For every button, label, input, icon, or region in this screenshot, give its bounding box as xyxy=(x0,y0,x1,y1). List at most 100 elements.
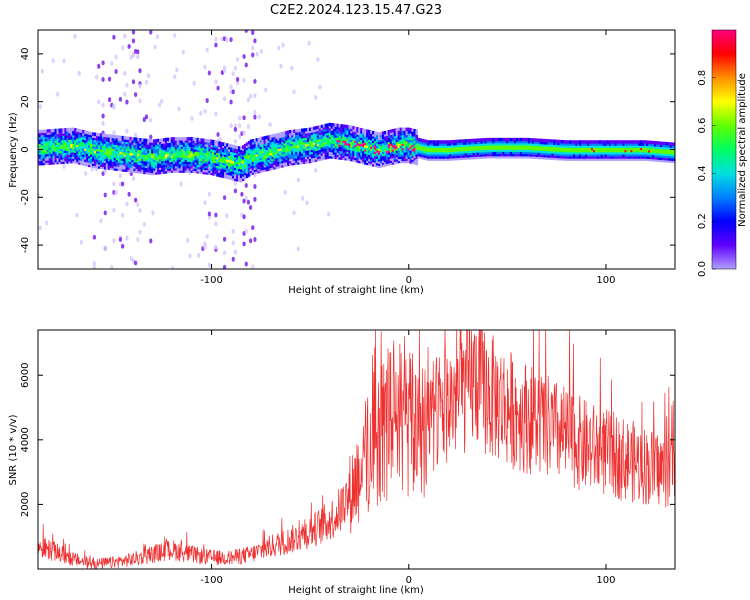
spectrogram-cell xyxy=(403,149,407,153)
spectrogram-cell xyxy=(310,152,314,157)
spectrogram-cell xyxy=(93,139,97,143)
spectrogram-cell xyxy=(216,147,219,151)
spectrogram-noise-cell xyxy=(112,181,116,187)
spectrogram-cell xyxy=(458,152,462,156)
spectrogram-cell xyxy=(581,142,584,146)
spectrogram-cell xyxy=(563,148,566,153)
spectrogram-cell xyxy=(92,151,95,156)
spectrogram-cell xyxy=(139,146,142,151)
spectrogram-cell xyxy=(458,143,462,148)
spectrogram-cell xyxy=(101,142,105,146)
spectrogram-cell xyxy=(397,153,401,157)
spectrogram-cell xyxy=(415,148,419,153)
spectrogram-cell xyxy=(381,150,385,155)
spectrogram-cell xyxy=(301,152,304,156)
spectrogram-cell xyxy=(368,162,371,166)
spectrogram-cell xyxy=(82,132,85,136)
spectrogram-cell xyxy=(188,169,192,173)
spectrogram-cell xyxy=(387,140,391,145)
spectrogram-cell xyxy=(348,129,351,133)
spectrogram-cell xyxy=(143,138,146,142)
spectrogram-cell xyxy=(285,163,288,167)
spectrogram-cell xyxy=(383,130,387,135)
spectrogram-cell xyxy=(352,141,355,145)
spectrogram-cell xyxy=(178,156,182,160)
spectrogram-cell xyxy=(308,127,312,131)
spectrogram-cell xyxy=(143,166,146,170)
spectrogram-cell xyxy=(592,148,596,153)
spectrogram-cell xyxy=(555,139,559,144)
spectrogram-cell xyxy=(163,157,166,161)
spectrogram-cell xyxy=(500,144,503,148)
spectrogram-cell xyxy=(113,152,117,156)
spectrogram-cell xyxy=(411,152,415,156)
snr-y-tick-label: 2000 xyxy=(20,492,31,517)
spectrogram-cell xyxy=(346,127,350,131)
spectrogram-cell xyxy=(626,144,630,148)
spectrogram-cell xyxy=(164,170,168,174)
spectrogram-cell xyxy=(101,144,105,148)
spectrogram-cell xyxy=(324,151,328,156)
spectrogram-cell xyxy=(480,138,484,142)
spectrogram-cell xyxy=(257,148,261,152)
spectrogram-cell xyxy=(188,167,192,171)
spectrogram-cell xyxy=(602,146,606,151)
spectrogram-cell xyxy=(403,159,407,164)
spectrogram-noise-cell xyxy=(314,167,318,173)
spectrogram-cell xyxy=(243,150,247,154)
spectrogram-cell xyxy=(399,144,403,149)
spectrogram-noise-cell xyxy=(233,188,238,194)
spectrogram-cell xyxy=(103,163,107,168)
spectrogram-cell xyxy=(504,148,507,153)
spectrogram-cell xyxy=(70,155,73,160)
spectrogram-cell xyxy=(243,158,247,163)
spectrogram-cell xyxy=(636,151,639,155)
spectrogram-cell xyxy=(620,144,624,148)
spectrogram-cell xyxy=(557,156,561,161)
spectrogram-cell xyxy=(186,156,190,160)
spectrogram-cell xyxy=(441,146,444,151)
spectrogram-cell xyxy=(569,155,572,159)
spectrogram-cell xyxy=(328,142,332,146)
spectrogram-cell xyxy=(348,133,351,138)
spectrogram-cell xyxy=(299,152,302,156)
spectrogram-cell xyxy=(622,146,626,151)
spectrogram-cell xyxy=(336,128,340,132)
spectrogram-cell xyxy=(261,168,265,173)
spectrogram-cell xyxy=(155,158,158,162)
spectrogram-cell xyxy=(48,154,52,159)
spectrogram-cell xyxy=(117,165,121,169)
spectrogram-cell xyxy=(72,155,75,159)
spectrogram-cell xyxy=(155,169,158,173)
spectrogram-cell xyxy=(458,156,462,161)
spectrogram-cell xyxy=(462,147,466,152)
spectrogram-cell xyxy=(510,142,513,146)
spectrogram-cell xyxy=(155,141,158,145)
spectrogram-cell xyxy=(180,143,184,147)
spectrogram-cell xyxy=(161,168,164,172)
spectrogram-cell xyxy=(338,126,342,130)
spectrogram-cell xyxy=(417,155,421,159)
spectrogram-cell xyxy=(157,153,160,158)
spectrogram-cell xyxy=(381,135,385,140)
spectrogram-noise-cell xyxy=(107,97,112,103)
spectrogram-cell xyxy=(663,143,667,148)
spectrogram-cell xyxy=(348,138,351,142)
spectrogram-cell xyxy=(196,152,200,157)
spectrogram-cell xyxy=(545,156,549,160)
spectrogram-cell xyxy=(184,139,188,143)
spectrogram-cell xyxy=(387,134,391,138)
spectrogram-cell xyxy=(261,160,265,164)
spectrogram-cell xyxy=(232,168,235,172)
spectrogram-cell xyxy=(80,151,83,155)
spectrogram-cell xyxy=(192,156,196,161)
spectrogram-cell xyxy=(374,144,377,148)
spectrogram-cell xyxy=(348,135,351,140)
spectrogram-cell xyxy=(332,136,336,140)
spectrogram-cell xyxy=(259,165,263,169)
spectrogram-cell xyxy=(166,150,170,154)
spectrogram-cell xyxy=(188,141,192,145)
spectrogram-cell xyxy=(324,138,328,143)
spectrogram-cell xyxy=(196,163,200,168)
spectrogram-cell xyxy=(646,157,649,162)
